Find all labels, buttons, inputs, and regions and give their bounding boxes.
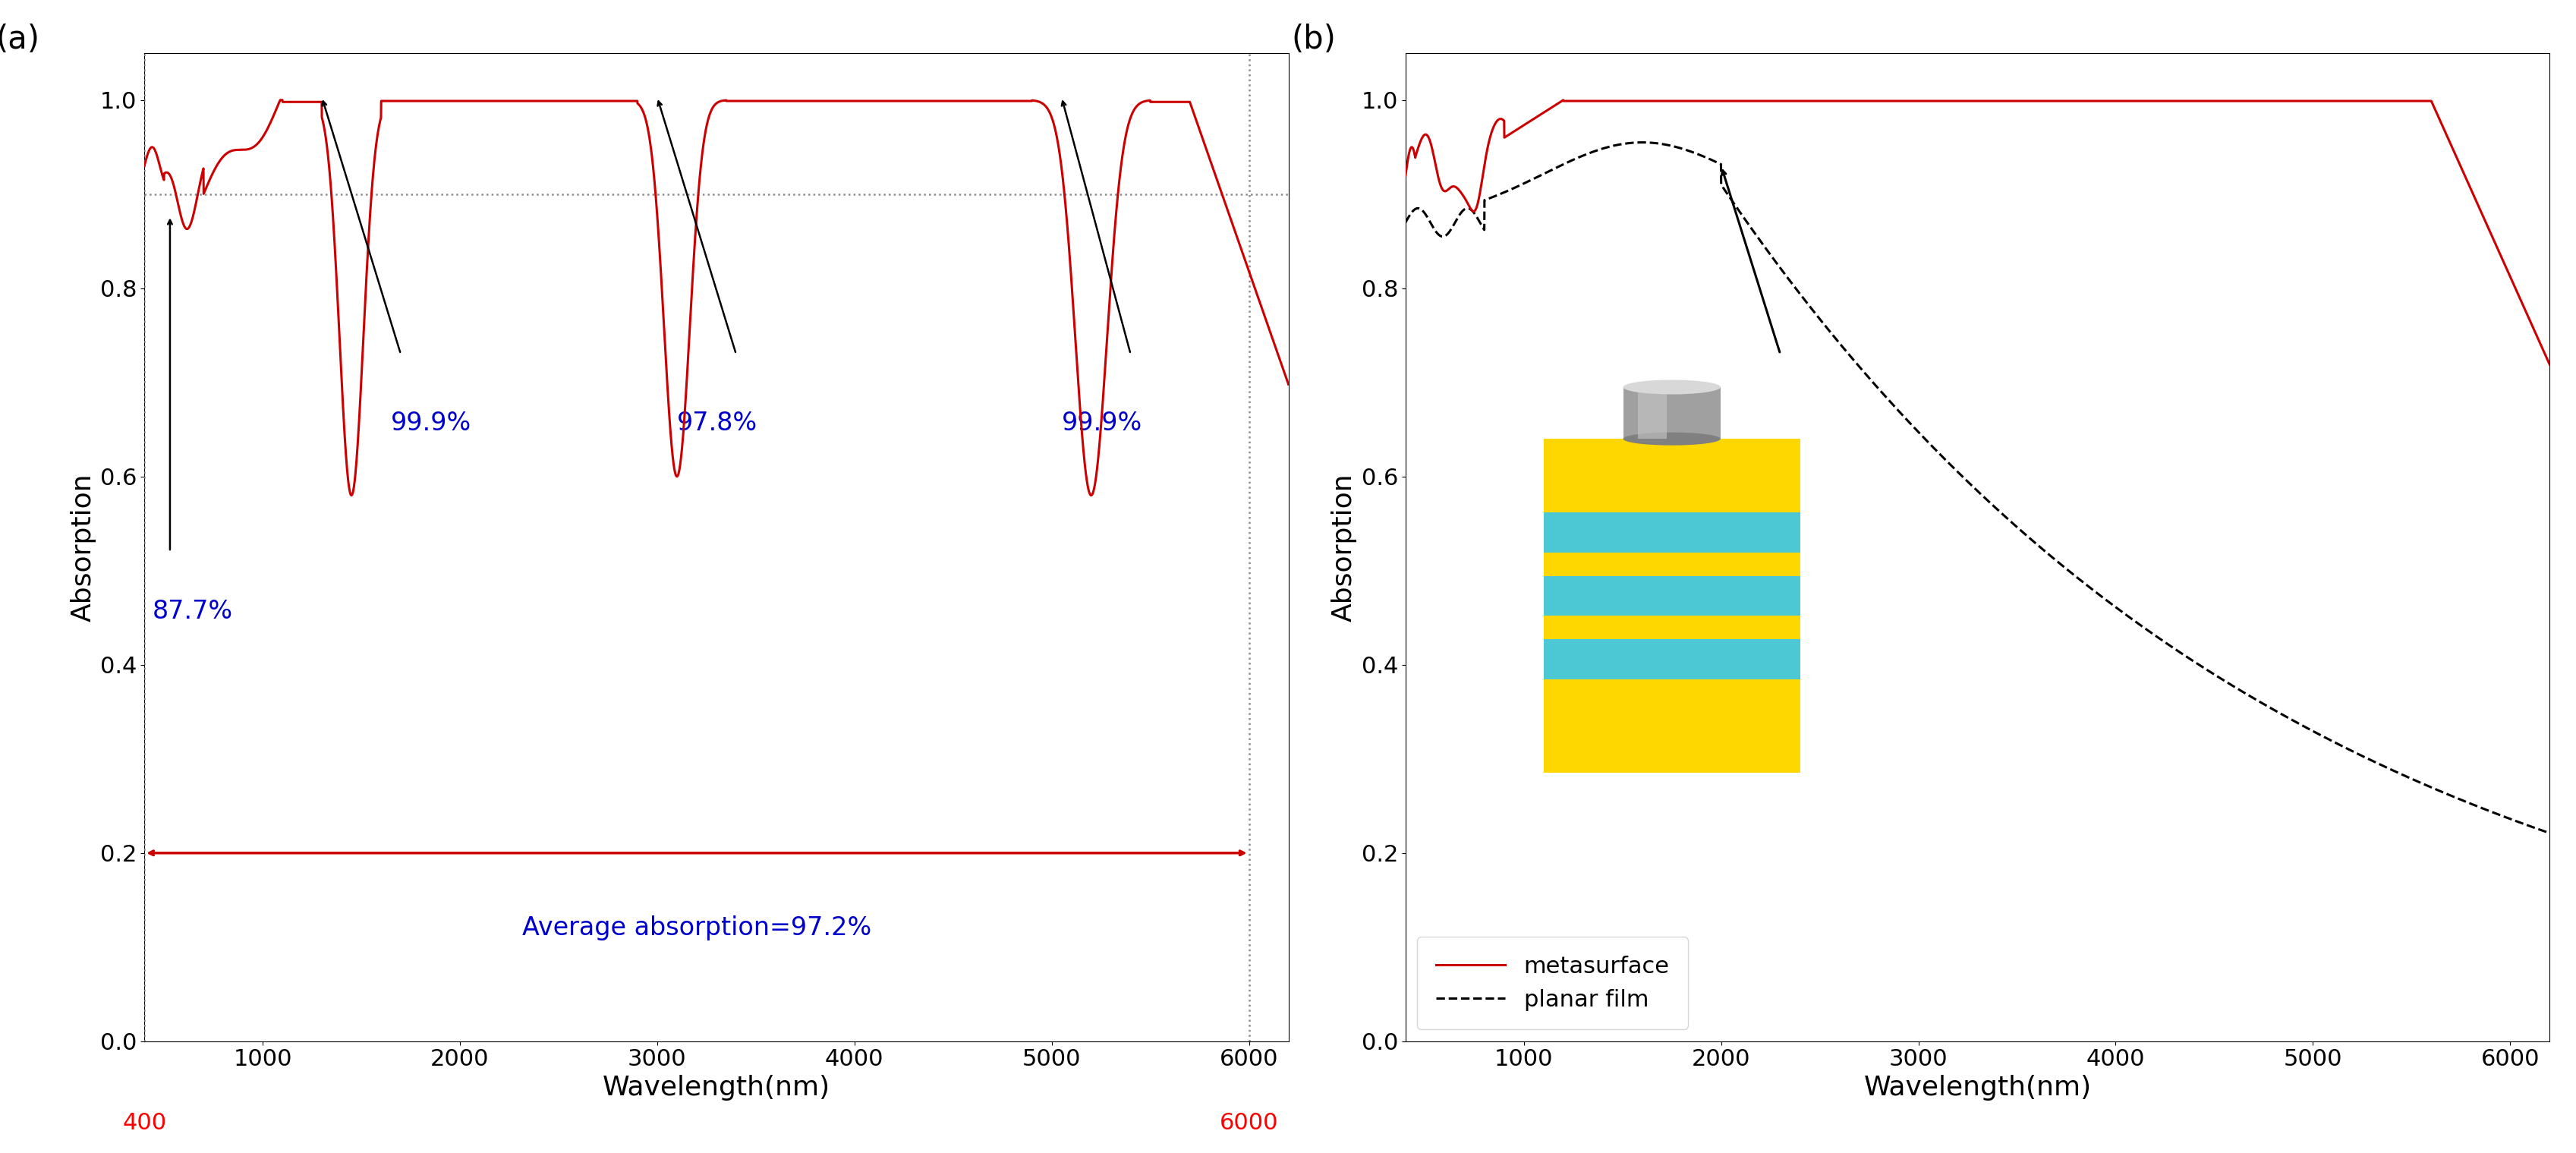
Bar xyxy=(1623,387,1721,439)
Bar xyxy=(1543,552,1801,575)
planar film xyxy=(1391,216,1422,229)
X-axis label: Wavelength(nm): Wavelength(nm) xyxy=(603,1075,829,1101)
metasurface xyxy=(1548,93,1579,107)
Bar xyxy=(1543,512,1801,552)
Line: planar film: planar film xyxy=(1406,143,2550,834)
Text: Average absorption=97.2%: Average absorption=97.2% xyxy=(523,915,871,941)
planar film xyxy=(1904,425,1935,439)
metasurface xyxy=(1667,95,1698,108)
Text: (b): (b) xyxy=(1291,23,1337,55)
Y-axis label: Absorption: Absorption xyxy=(70,473,95,621)
Ellipse shape xyxy=(1623,379,1721,394)
X-axis label: Wavelength(nm): Wavelength(nm) xyxy=(1862,1075,2092,1101)
planar film xyxy=(1667,142,1698,156)
Legend: metasurface, planar film: metasurface, planar film xyxy=(1417,937,1687,1030)
Bar xyxy=(1543,575,1801,616)
Bar xyxy=(1638,387,1667,439)
Text: 400: 400 xyxy=(121,1111,167,1133)
metasurface xyxy=(1656,95,1687,108)
metasurface xyxy=(1904,95,1935,108)
Bar xyxy=(1543,439,1801,512)
planar film xyxy=(1628,136,1659,150)
metasurface xyxy=(2524,338,2555,352)
Ellipse shape xyxy=(1623,432,1721,445)
Bar xyxy=(1543,679,1801,773)
Text: 87.7%: 87.7% xyxy=(152,598,232,624)
metasurface xyxy=(2535,357,2566,371)
Bar xyxy=(1543,616,1801,639)
planar film xyxy=(2535,827,2566,841)
planar film xyxy=(1662,141,1692,155)
metasurface xyxy=(1821,95,1852,108)
Line: metasurface: metasurface xyxy=(1406,100,2550,364)
Text: 99.9%: 99.9% xyxy=(1061,410,1141,436)
planar film xyxy=(2524,823,2555,837)
Text: 97.8%: 97.8% xyxy=(677,410,757,436)
Bar xyxy=(1543,639,1801,679)
planar film xyxy=(1821,333,1852,347)
Y-axis label: Absorption: Absorption xyxy=(1332,473,1358,621)
Text: 99.9%: 99.9% xyxy=(392,410,471,436)
metasurface xyxy=(1662,95,1692,108)
Text: (a): (a) xyxy=(0,23,39,55)
metasurface xyxy=(1391,168,1422,182)
planar film xyxy=(1656,138,1687,152)
Text: 6000: 6000 xyxy=(1218,1111,1278,1133)
